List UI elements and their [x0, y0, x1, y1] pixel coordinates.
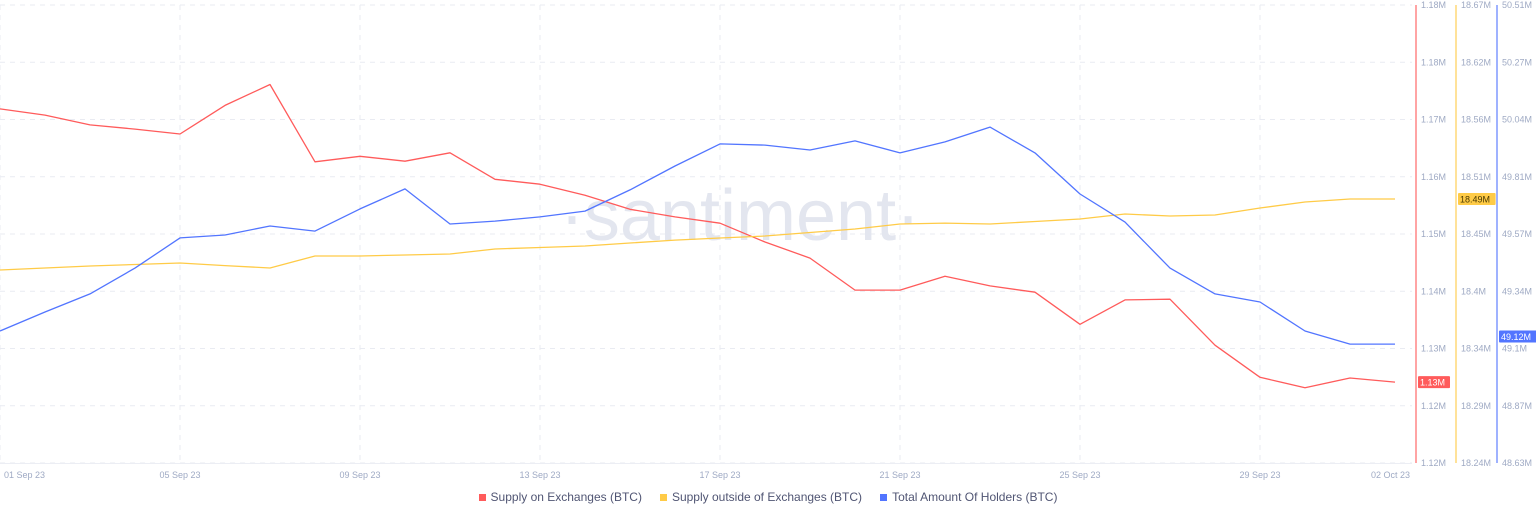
y-tick-label: 1.14M: [1421, 286, 1446, 296]
y-axes: 1.12M 1.12M 1.13M 1.14M 1.15M 1.16M 1.17M 1.18M…: [1415, 0, 1536, 468]
y-tick-label: 18.4M: [1461, 286, 1486, 296]
series-line: [0, 198, 1395, 271]
x-axis: 01 Sep 23 05 Sep 23 09 Sep 23 13 Sep 23 17 S…: [0, 463, 1412, 480]
last-value-badge: [1418, 376, 1450, 389]
grid: [0, 4, 1412, 464]
y-tick-label: 18.67M: [1461, 0, 1491, 10]
y-tick-label: 49.81M: [1502, 172, 1532, 182]
y-tick-label: 1.18M: [1421, 0, 1446, 10]
legend-item-supply-outside-exchanges[interactable]: Supply outside of Exchanges (BTC): [659, 490, 863, 504]
last-value-label: 18.49M: [1460, 195, 1490, 205]
x-tick-label: 17 Sep 23: [699, 470, 740, 480]
legend-label: Supply outside of Exchanges (BTC): [671, 490, 863, 504]
y-tick-label: 50.04M: [1502, 115, 1532, 125]
legend-item-total-holders[interactable]: Total Amount Of Holders (BTC): [880, 490, 1057, 504]
y-tick-label: 48.63M: [1502, 458, 1532, 468]
y-tick-label: 49.57M: [1502, 229, 1532, 239]
legend-swatch: [659, 493, 667, 501]
series-lines: [0, 83, 1396, 389]
series-line: [0, 126, 1395, 345]
last-value-badge: [1499, 330, 1536, 343]
last-value-badge: [1458, 193, 1496, 206]
y-tick-label: 1.12M: [1421, 401, 1446, 411]
last-value-label: 49.12M: [1501, 332, 1531, 342]
y-tick-label: 1.18M: [1421, 57, 1446, 67]
y-tick-label: 18.51M: [1461, 172, 1491, 182]
y-tick-label: 18.29M: [1461, 401, 1491, 411]
y-tick-label: 18.56M: [1461, 115, 1491, 125]
x-tick-label: 09 Sep 23: [339, 470, 380, 480]
y-tick-label: 1.13M: [1421, 344, 1446, 354]
legend-item-supply-on-exchanges[interactable]: Supply on Exchanges (BTC): [478, 490, 642, 504]
y-tick-label: 50.51M: [1502, 0, 1532, 10]
series-line: [0, 83, 1396, 389]
y-tick-label: 18.34M: [1461, 344, 1491, 354]
legend-swatch: [478, 493, 486, 501]
x-tick-label: 21 Sep 23: [879, 470, 920, 480]
y-tick-label: 18.45M: [1461, 229, 1491, 239]
x-tick-label: 13 Sep 23: [519, 470, 560, 480]
y-tick-label: 18.24M: [1461, 458, 1491, 468]
x-tick-label: 29 Sep 23: [1239, 470, 1280, 480]
legend-label: Supply on Exchanges (BTC): [490, 490, 642, 504]
line-chart: ·santiment· 1.12M1.12M1.13M1.14M1.15M1.1…: [0, 0, 1536, 480]
y-tick-label: 1.12M: [1421, 458, 1446, 468]
y-tick-label: 18.62M: [1461, 57, 1491, 67]
last-value-label: 1.13M: [1420, 378, 1445, 388]
x-tick-label: 02 Oct 23: [1371, 470, 1410, 480]
y-tick-label: 1.15M: [1421, 229, 1446, 239]
x-tick-label: 01 Sep 23: [4, 470, 45, 480]
watermark: ·santiment·: [560, 176, 920, 256]
x-tick-label: 05 Sep 23: [159, 470, 200, 480]
y-tick-label: 49.1M: [1502, 344, 1527, 354]
y-tick-label: 1.16M: [1421, 172, 1446, 182]
y-tick-label: 50.27M: [1502, 57, 1532, 67]
y-tick-label: 1.17M: [1421, 115, 1446, 125]
legend: Supply on Exchanges (BTC) Supply outside…: [0, 490, 1536, 504]
y-tick-label: 48.87M: [1502, 401, 1532, 411]
y-tick-label: 49.34M: [1502, 286, 1532, 296]
legend-label: Total Amount Of Holders (BTC): [892, 490, 1058, 504]
legend-swatch: [880, 493, 888, 501]
x-tick-label: 25 Sep 23: [1059, 470, 1100, 480]
